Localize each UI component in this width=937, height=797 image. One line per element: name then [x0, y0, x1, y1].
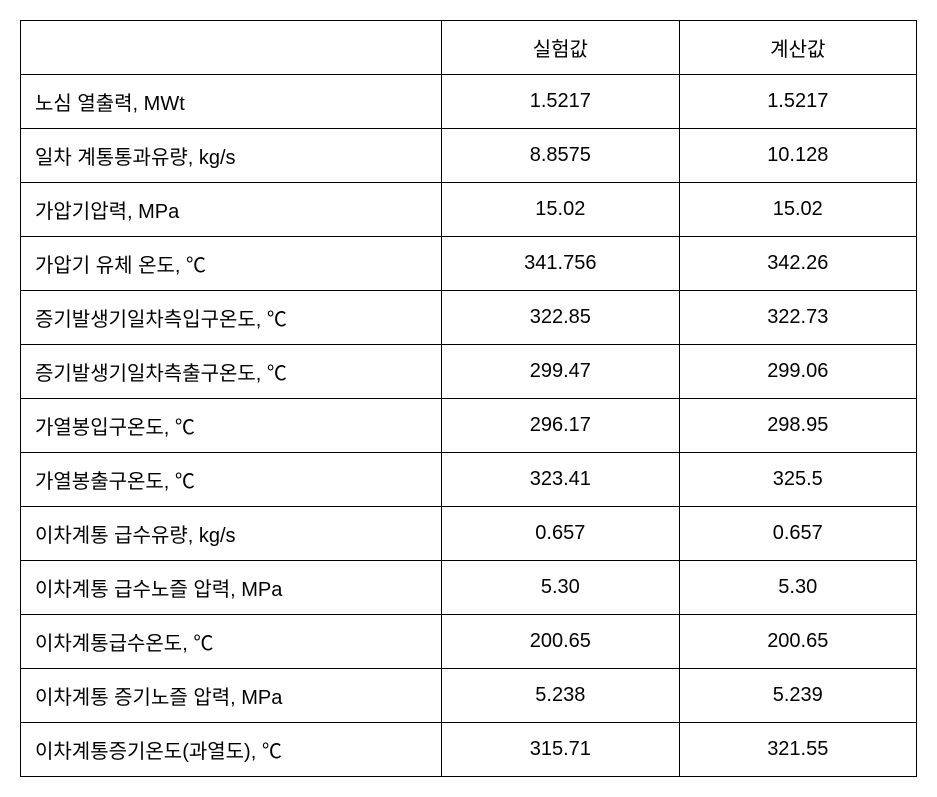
table-row: 이차계통 급수노즐 압력, MPa5.305.30 [21, 561, 917, 615]
table-row: 가압기 유체 온도, ℃341.756342.26 [21, 237, 917, 291]
row-experimental-value: 200.65 [442, 615, 679, 669]
row-experimental-value: 323.41 [442, 453, 679, 507]
header-blank [21, 21, 442, 75]
row-experimental-value: 15.02 [442, 183, 679, 237]
row-label: 증기발생기일차측입구온도, ℃ [21, 291, 442, 345]
row-experimental-value: 5.30 [442, 561, 679, 615]
row-label: 가압기 유체 온도, ℃ [21, 237, 442, 291]
row-label: 가열봉출구온도, ℃ [21, 453, 442, 507]
row-experimental-value: 296.17 [442, 399, 679, 453]
row-calculated-value: 15.02 [679, 183, 916, 237]
table-body: 노심 열출력, MWt1.52171.5217일차 계통통과유량, kg/s8.… [21, 75, 917, 777]
table-row: 증기발생기일차측입구온도, ℃322.85322.73 [21, 291, 917, 345]
row-calculated-value: 200.65 [679, 615, 916, 669]
table-header: 실험값 계산값 [21, 21, 917, 75]
header-calculated: 계산값 [679, 21, 916, 75]
row-label: 이차계통 급수노즐 압력, MPa [21, 561, 442, 615]
row-experimental-value: 299.47 [442, 345, 679, 399]
header-experimental: 실험값 [442, 21, 679, 75]
row-label: 가압기압력, MPa [21, 183, 442, 237]
table-row: 가열봉입구온도, ℃296.17298.95 [21, 399, 917, 453]
table-row: 증기발생기일차측출구온도, ℃299.47299.06 [21, 345, 917, 399]
table-row: 이차계통급수온도, ℃200.65200.65 [21, 615, 917, 669]
table-row: 이차계통 급수유량, kg/s0.6570.657 [21, 507, 917, 561]
table-row: 가열봉출구온도, ℃323.41325.5 [21, 453, 917, 507]
table-row: 일차 계통통과유량, kg/s8.857510.128 [21, 129, 917, 183]
row-calculated-value: 1.5217 [679, 75, 916, 129]
row-label: 이차계통증기온도(과열도), ℃ [21, 723, 442, 777]
row-experimental-value: 341.756 [442, 237, 679, 291]
row-calculated-value: 322.73 [679, 291, 916, 345]
row-experimental-value: 8.8575 [442, 129, 679, 183]
row-calculated-value: 0.657 [679, 507, 916, 561]
row-label: 이차계통급수온도, ℃ [21, 615, 442, 669]
row-experimental-value: 315.71 [442, 723, 679, 777]
row-calculated-value: 5.239 [679, 669, 916, 723]
row-calculated-value: 10.128 [679, 129, 916, 183]
row-calculated-value: 342.26 [679, 237, 916, 291]
row-calculated-value: 325.5 [679, 453, 916, 507]
table-row: 이차계통 증기노즐 압력, MPa5.2385.239 [21, 669, 917, 723]
header-row: 실험값 계산값 [21, 21, 917, 75]
row-calculated-value: 5.30 [679, 561, 916, 615]
row-label: 노심 열출력, MWt [21, 75, 442, 129]
row-label: 가열봉입구온도, ℃ [21, 399, 442, 453]
row-calculated-value: 321.55 [679, 723, 916, 777]
row-label: 이차계통 급수유량, kg/s [21, 507, 442, 561]
row-label: 이차계통 증기노즐 압력, MPa [21, 669, 442, 723]
row-experimental-value: 322.85 [442, 291, 679, 345]
table-row: 이차계통증기온도(과열도), ℃315.71321.55 [21, 723, 917, 777]
row-calculated-value: 299.06 [679, 345, 916, 399]
row-label: 일차 계통통과유량, kg/s [21, 129, 442, 183]
data-table: 실험값 계산값 노심 열출력, MWt1.52171.5217일차 계통통과유량… [20, 20, 917, 777]
row-label: 증기발생기일차측출구온도, ℃ [21, 345, 442, 399]
row-calculated-value: 298.95 [679, 399, 916, 453]
table-row: 노심 열출력, MWt1.52171.5217 [21, 75, 917, 129]
row-experimental-value: 1.5217 [442, 75, 679, 129]
table-row: 가압기압력, MPa15.0215.02 [21, 183, 917, 237]
row-experimental-value: 0.657 [442, 507, 679, 561]
row-experimental-value: 5.238 [442, 669, 679, 723]
